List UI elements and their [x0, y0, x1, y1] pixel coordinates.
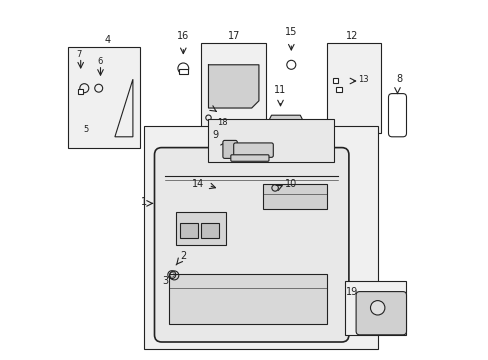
- Text: 10: 10: [285, 179, 297, 189]
- FancyBboxPatch shape: [230, 155, 268, 161]
- Text: 16: 16: [177, 31, 189, 41]
- Bar: [336, 87, 341, 92]
- Bar: [326, 43, 381, 133]
- Bar: [179, 69, 187, 74]
- Text: 12: 12: [346, 31, 358, 41]
- Bar: [68, 47, 140, 148]
- Bar: [78, 89, 82, 94]
- Text: 13: 13: [357, 75, 368, 84]
- Bar: [179, 223, 197, 238]
- Bar: [201, 43, 265, 133]
- FancyBboxPatch shape: [355, 292, 406, 335]
- Text: 7: 7: [76, 50, 81, 59]
- Text: 9: 9: [212, 130, 218, 140]
- Text: 2: 2: [180, 251, 186, 261]
- Bar: [208, 119, 334, 162]
- FancyBboxPatch shape: [233, 143, 273, 157]
- Text: 17: 17: [227, 31, 240, 41]
- Text: 19: 19: [346, 287, 358, 297]
- Bar: [168, 274, 326, 324]
- Text: 1: 1: [141, 197, 146, 207]
- Text: 11: 11: [274, 85, 286, 95]
- Text: 3: 3: [162, 276, 168, 286]
- Text: 4: 4: [104, 35, 111, 45]
- Text: 15: 15: [285, 27, 297, 37]
- Text: 5: 5: [83, 125, 88, 134]
- Bar: [332, 78, 337, 83]
- Polygon shape: [208, 65, 258, 108]
- Text: 14: 14: [191, 179, 203, 189]
- Bar: [176, 212, 226, 245]
- FancyBboxPatch shape: [154, 148, 348, 342]
- Bar: [345, 281, 406, 335]
- Bar: [143, 126, 377, 349]
- FancyBboxPatch shape: [223, 140, 237, 158]
- Text: 18: 18: [217, 118, 228, 127]
- Text: 6: 6: [98, 57, 103, 66]
- Ellipse shape: [370, 301, 384, 315]
- Bar: [201, 223, 219, 238]
- Polygon shape: [267, 115, 303, 122]
- Text: 8: 8: [395, 74, 402, 84]
- Bar: [262, 184, 326, 209]
